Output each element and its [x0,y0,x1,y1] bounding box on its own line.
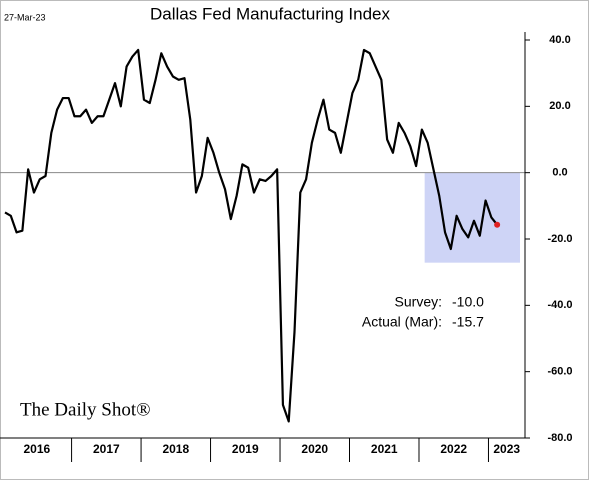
x-tick-label: 2017 [93,442,120,456]
y-tick-label: -40.0 [547,299,572,311]
annotation-label: Actual (Mar): [362,314,442,330]
x-tick-label: 2020 [301,442,328,456]
x-tick-label: 2023 [493,442,520,456]
y-tick-label: -80.0 [547,432,572,444]
highlight-box [424,172,520,263]
date-label: 27-Mar-23 [4,12,46,22]
data-line [4,48,499,423]
x-tick-label: 2021 [371,442,398,456]
chart-title: Dallas Fed Manufacturing Index [150,4,391,23]
y-tick-label: 0.0 [552,167,567,179]
annotation-label: Survey: [395,294,442,310]
y-tick-label: -60.0 [547,366,572,378]
source-logo: The Daily Shot® [20,399,151,420]
y-tick-label: -20.0 [547,233,572,245]
last-point [494,221,501,228]
x-tick-label: 2016 [23,442,50,456]
x-tick-label: 2018 [162,442,189,456]
y-tick-label: 20.0 [549,100,570,112]
annotation-value: -15.7 [452,314,484,330]
y-tick-label: 40.0 [549,34,570,46]
x-tick-label: 2022 [440,442,467,456]
annotation-value: -10.0 [452,294,484,310]
x-tick-label: 2019 [232,442,259,456]
